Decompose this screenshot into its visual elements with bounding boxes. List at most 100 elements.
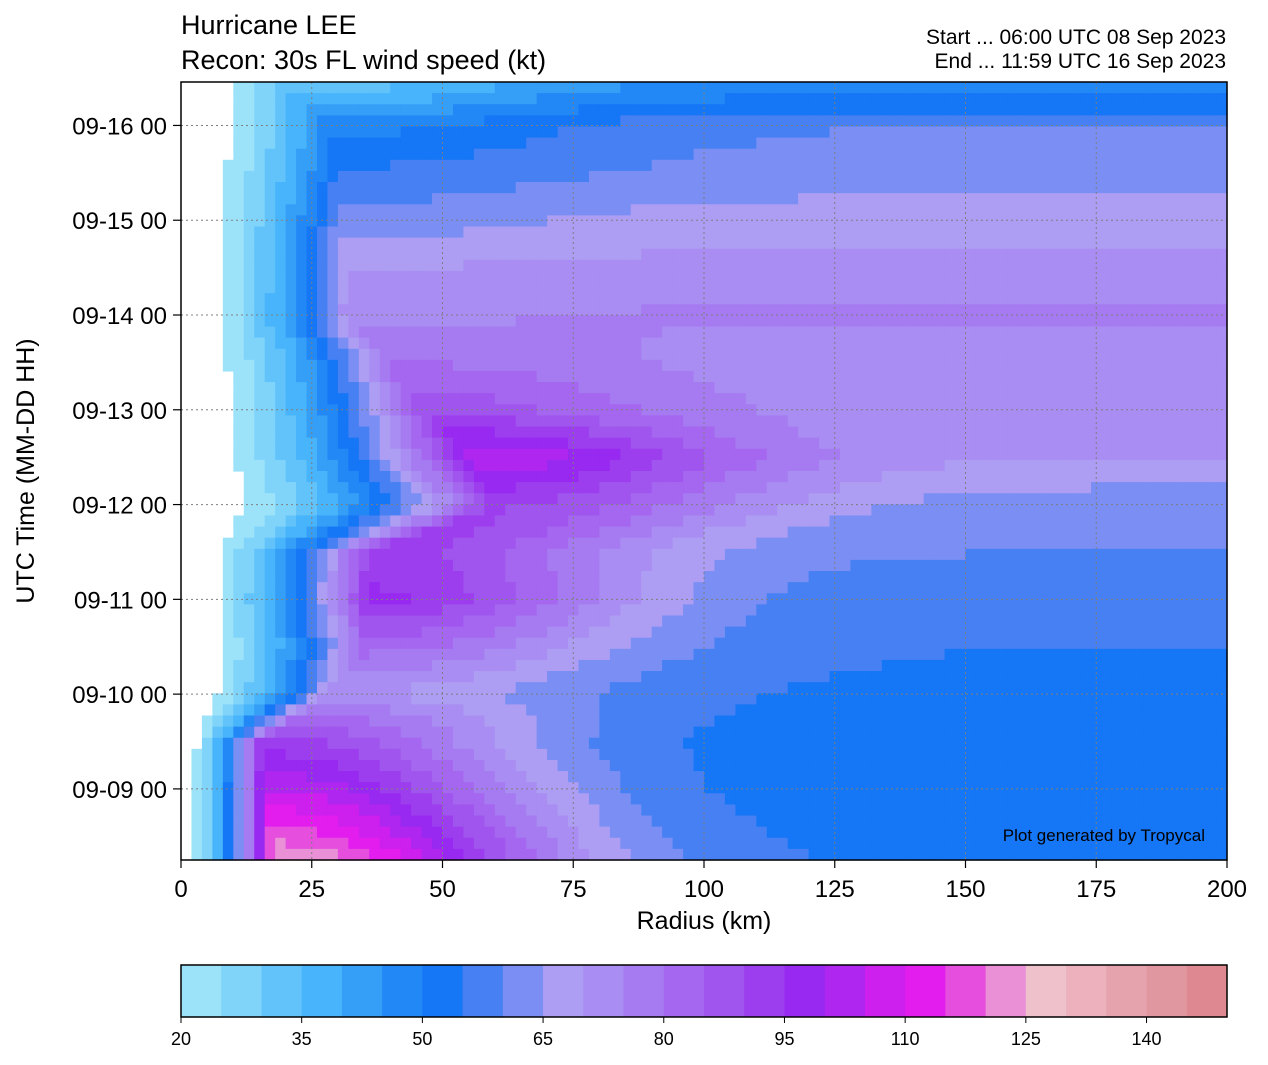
heat-cell [1101, 326, 1113, 339]
heat-cell [955, 182, 967, 194]
heat-cell [463, 493, 475, 505]
heat-cell [620, 504, 632, 517]
heat-cell [1038, 170, 1050, 183]
heat-cell [432, 237, 444, 250]
heat-cell [1216, 637, 1228, 650]
heat-cell [787, 326, 799, 339]
heat-cell [1185, 282, 1197, 294]
heat-cell [547, 115, 559, 128]
heat-cell [421, 459, 433, 472]
heat-cell [348, 626, 360, 639]
heat-cell [505, 93, 517, 105]
heat-cell [337, 404, 349, 417]
heat-cell [358, 304, 370, 316]
heat-cell [902, 515, 914, 528]
heat-cell [902, 270, 914, 283]
heat-cell [1091, 415, 1103, 428]
heat-cell [683, 270, 695, 283]
heat-cell [421, 215, 433, 228]
heat-cell [1185, 382, 1197, 394]
heat-cell [1017, 237, 1029, 250]
heat-cell [975, 104, 988, 116]
heat-cell [693, 515, 705, 528]
heat-cell [756, 93, 768, 105]
heat-cell [1070, 526, 1082, 539]
heat-cell [892, 548, 904, 561]
heat-cell [588, 426, 600, 439]
heat-cell [1164, 571, 1176, 583]
heat-cell [1185, 482, 1197, 494]
heat-cell [745, 204, 757, 216]
heat-cell [1143, 215, 1155, 228]
heat-cell [756, 415, 768, 428]
heat-cell [1101, 104, 1113, 116]
heat-cell [463, 637, 475, 650]
heat-cell [316, 259, 329, 272]
heat-cell [547, 471, 559, 483]
heat-cell [442, 593, 454, 605]
heat-cell [337, 448, 349, 461]
heat-cell [787, 559, 799, 572]
heat-cell [296, 493, 308, 505]
heat-cell [588, 382, 600, 394]
heat-cell [986, 359, 998, 372]
heat-cell [484, 348, 496, 361]
heat-cell [222, 593, 234, 605]
heat-cell [630, 115, 642, 128]
heat-cell [745, 648, 757, 661]
heat-cell [986, 448, 998, 461]
heat-cell [421, 348, 433, 361]
heat-cell [484, 326, 496, 339]
heat-cell [463, 226, 475, 239]
heat-cell [578, 637, 590, 650]
heat-cell [526, 237, 538, 250]
chart-title: Hurricane LEE [181, 10, 357, 40]
heat-cell [484, 493, 496, 505]
heat-cell [724, 304, 736, 316]
heat-cell [693, 182, 705, 194]
heat-cell [955, 270, 967, 283]
heat-cell [390, 582, 402, 594]
heat-cell [620, 370, 632, 383]
heat-cell [526, 259, 538, 272]
heat-cell [955, 504, 967, 517]
heat-cell [400, 493, 412, 505]
heat-cell [756, 182, 768, 194]
heat-cell [829, 370, 841, 383]
heat-cell [902, 370, 914, 383]
heat-cell [358, 293, 370, 305]
heat-cell [1007, 426, 1019, 439]
heat-cell [714, 382, 726, 394]
heat-cell [484, 204, 496, 216]
heat-cell [505, 326, 517, 339]
heat-cell [1206, 282, 1218, 294]
heat-cell [327, 426, 339, 439]
heat-cell [390, 170, 402, 183]
heat-cell [808, 159, 820, 172]
heat-cell [327, 515, 339, 528]
heat-cell [316, 226, 329, 239]
heat-cell [285, 637, 297, 650]
heat-cell [1017, 137, 1029, 150]
heat-cell [421, 471, 433, 483]
heat-cell [965, 493, 977, 505]
heat-cell [463, 137, 475, 150]
heat-cell [913, 404, 925, 417]
heat-cell [1101, 237, 1113, 250]
heat-cell [1164, 637, 1176, 650]
heat-cell [1038, 637, 1050, 650]
heat-cell [526, 337, 538, 350]
heat-cell [233, 359, 245, 372]
heat-cell [1091, 459, 1103, 472]
heat-cell [996, 293, 1008, 305]
heat-cell [557, 215, 569, 228]
heat-cell [1122, 326, 1134, 339]
heat-cell [630, 415, 642, 428]
heat-cell [672, 193, 684, 205]
heat-cell [275, 471, 287, 483]
heat-cell [1038, 493, 1050, 505]
heat-cell [526, 282, 538, 294]
heat-cell [955, 648, 967, 661]
heat-cell [986, 137, 998, 150]
heat-cell [756, 493, 768, 505]
